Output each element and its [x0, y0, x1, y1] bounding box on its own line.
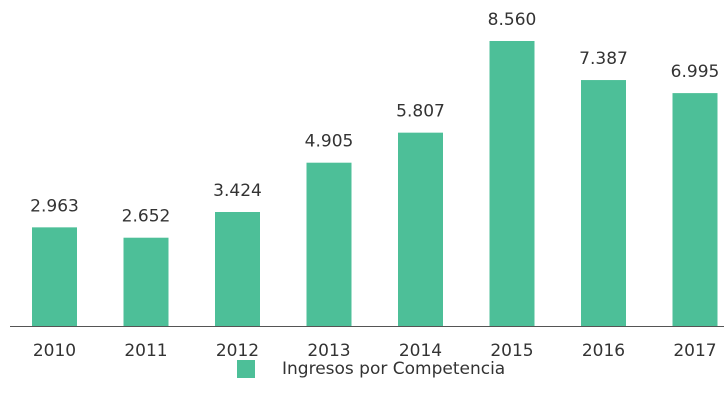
x-tick-label: 2016	[582, 341, 625, 361]
x-tick-label: 2017	[673, 341, 716, 361]
x-tick-label: 2012	[216, 341, 259, 361]
bar	[398, 132, 443, 326]
legend-swatch	[237, 360, 255, 378]
value-label: 6.995	[671, 62, 720, 82]
bar	[306, 162, 352, 326]
bar	[32, 227, 77, 326]
bar	[489, 41, 535, 326]
x-tick-label: 2014	[399, 341, 442, 361]
x-tick-label: 2010	[33, 341, 76, 361]
value-label: 2.963	[30, 196, 79, 216]
x-tick-label: 2013	[307, 341, 350, 361]
value-label: 4.905	[305, 132, 354, 152]
bar	[581, 80, 626, 326]
bar	[672, 93, 718, 327]
value-label: 2.652	[122, 207, 171, 227]
legend-label: Ingresos por Competencia	[282, 359, 505, 379]
bar	[123, 237, 169, 326]
bar	[215, 212, 260, 326]
value-label: 8.560	[488, 10, 537, 30]
value-label: 7.387	[579, 49, 628, 69]
value-label: 5.807	[396, 102, 445, 122]
value-label: 3.424	[213, 181, 262, 201]
x-tick-label: 2011	[124, 341, 167, 361]
x-tick-label: 2015	[490, 341, 533, 361]
